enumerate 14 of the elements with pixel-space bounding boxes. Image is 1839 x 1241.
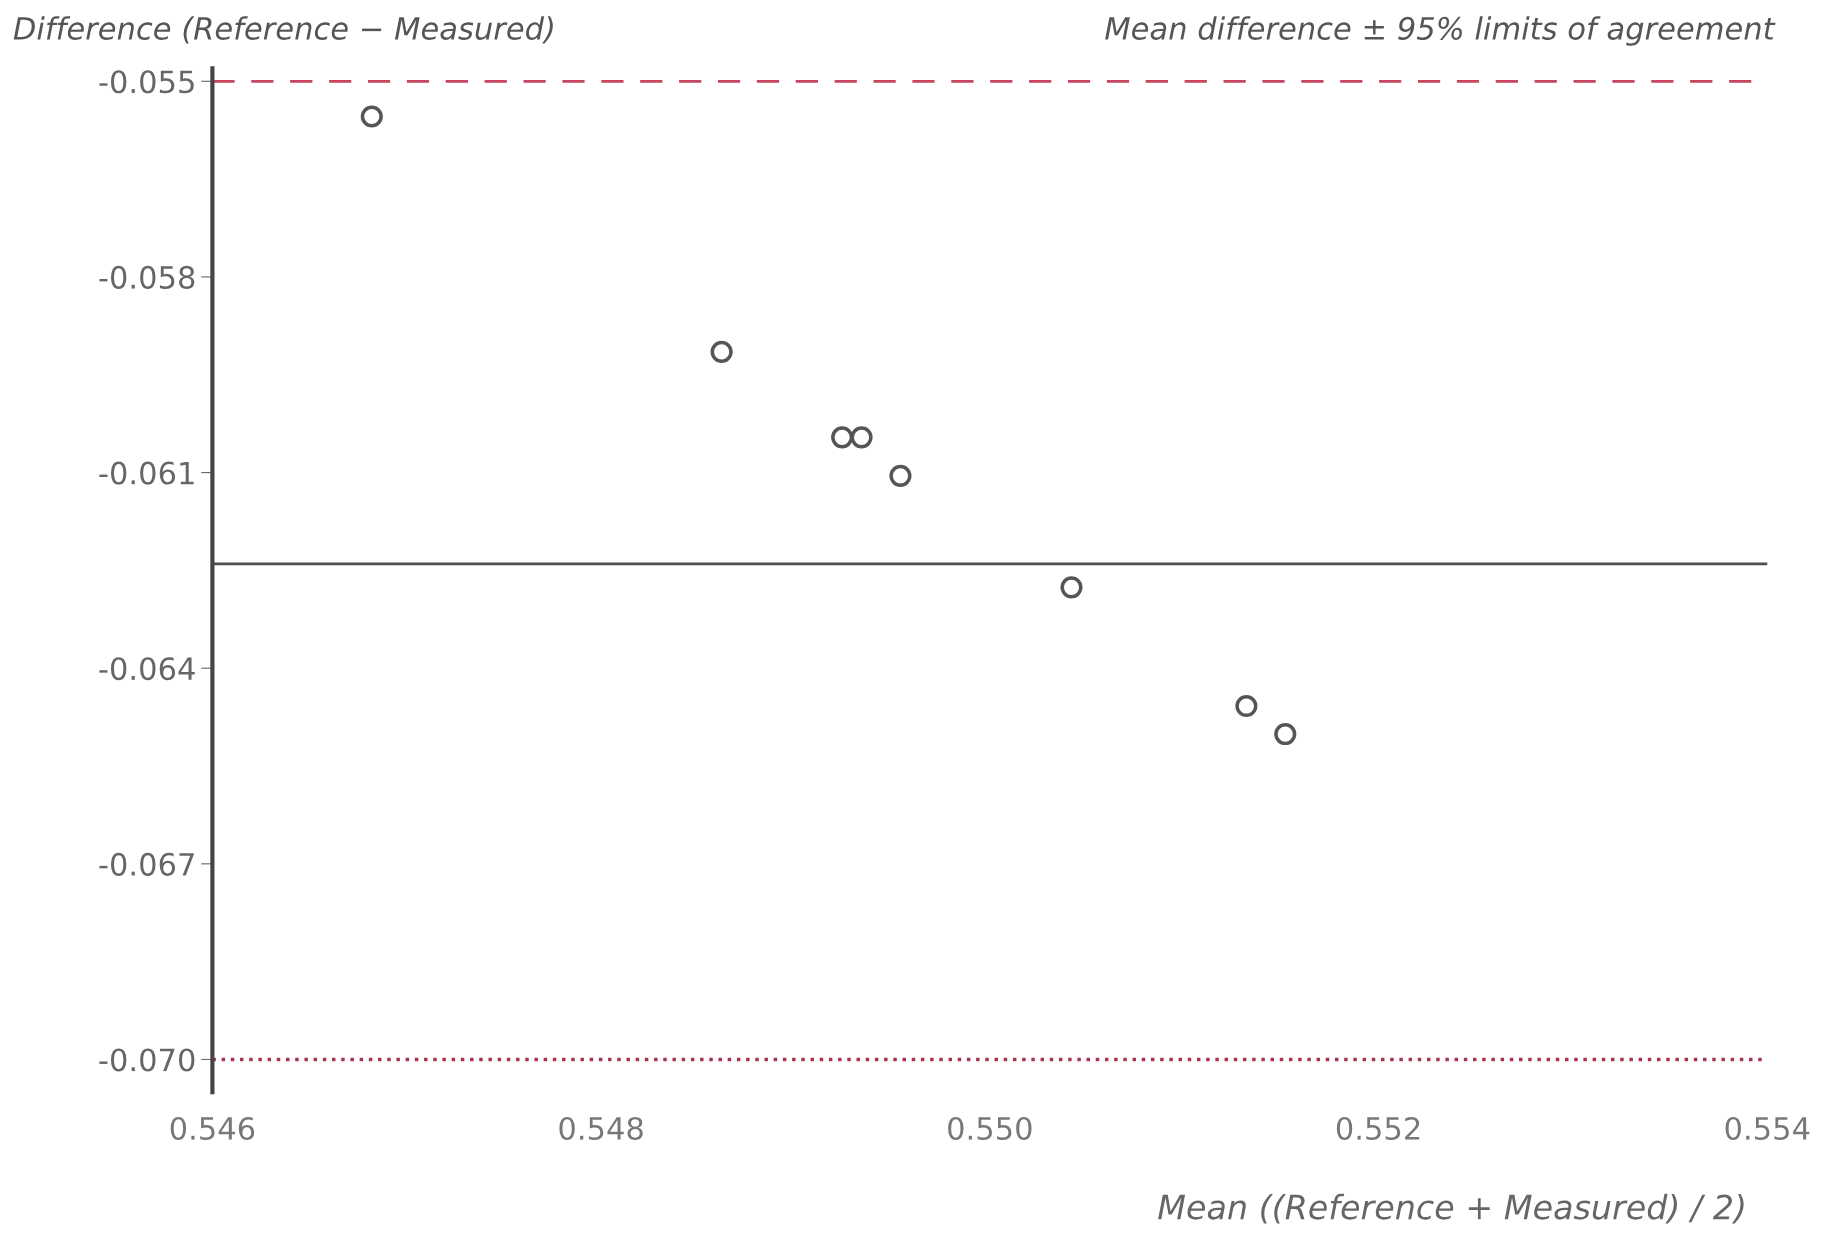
y-tick-label: -0.061: [99, 461, 194, 485]
y-tick-label: -0.058: [99, 265, 195, 289]
x-tick-label: 0.548: [559, 1116, 643, 1141]
x-tick-label: 0.546: [170, 1116, 255, 1141]
y-tick-label: -0.055: [99, 70, 194, 94]
y-tick-label: -0.067: [99, 852, 194, 876]
x-axis-title: Mean ((Reference + Measured) / 2): [1158, 1193, 1744, 1224]
y-tick-label: -0.070: [99, 1048, 195, 1072]
chart-subtitle: Mean difference ± 95% limits of agreement: [1105, 16, 1776, 46]
x-tick-label: 0.550: [948, 1116, 1032, 1141]
y-axis-title: Difference (Reference − Measured): [13, 16, 553, 44]
x-tick-label: 0.554: [1725, 1116, 1810, 1141]
y-tick-label: -0.064: [99, 657, 195, 681]
x-tick-label: 0.552: [1336, 1116, 1420, 1141]
